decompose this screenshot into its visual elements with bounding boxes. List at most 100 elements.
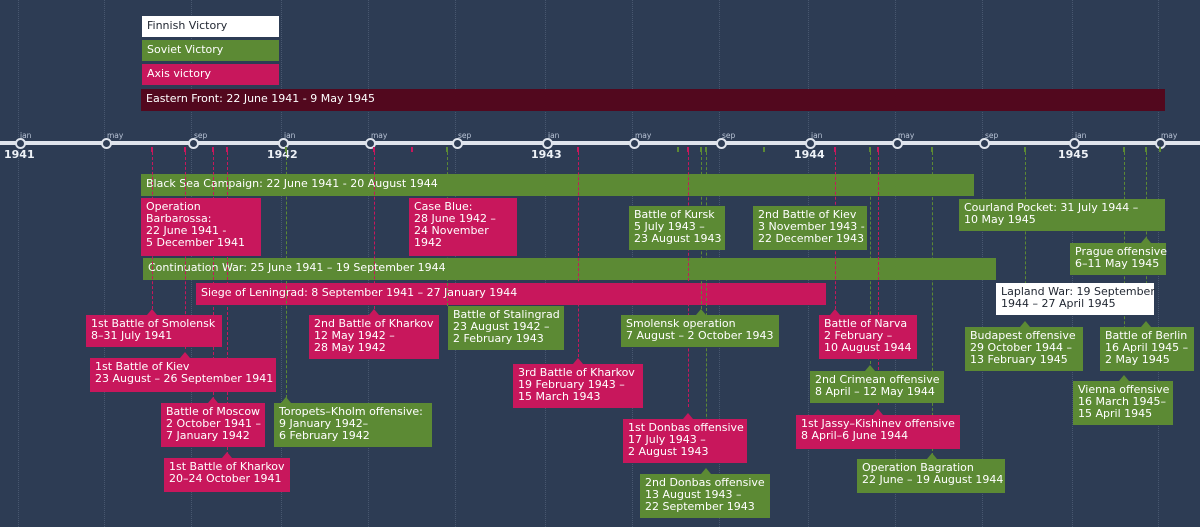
event-label: 17 July 1943 – bbox=[628, 433, 706, 446]
event-label: Battle of Narva bbox=[824, 317, 908, 330]
event-label: 2 August 1943 bbox=[628, 445, 709, 458]
pointer bbox=[927, 453, 937, 459]
month-label: jan bbox=[811, 131, 823, 140]
first-donbas-offensive: 1st Donbas offensive 17 July 1943 – 2 Au… bbox=[623, 419, 747, 463]
pointer bbox=[222, 452, 232, 458]
event-marker bbox=[151, 147, 153, 152]
event-label: 7 August – 2 October 1943 bbox=[626, 329, 774, 342]
first-battle-of-smolensk: 1st Battle of Smolensk 8–31 July 1941 bbox=[86, 315, 222, 347]
legend-axis-victory: Axis victory bbox=[142, 64, 279, 85]
event-marker bbox=[834, 147, 836, 152]
month-label: sep bbox=[722, 131, 736, 140]
event-label: Courland Pocket: 31 July 1944 – bbox=[964, 201, 1139, 214]
pointer bbox=[1141, 237, 1151, 243]
event-label: 1944 – 27 April 1945 bbox=[1001, 297, 1116, 310]
event-label: 5 July 1943 – bbox=[634, 220, 705, 233]
tick bbox=[364, 138, 376, 149]
tick bbox=[187, 138, 199, 149]
event-label: 13 February 1945 bbox=[970, 353, 1068, 366]
black-sea-campaign-bar: Black Sea Campaign: 22 June 1941 - 20 Au… bbox=[141, 174, 974, 196]
event-label: 8 April – 12 May 1944 bbox=[815, 385, 935, 398]
tick bbox=[978, 138, 990, 149]
event-label: 3 November 1943 - bbox=[758, 220, 865, 233]
event-label: 22 December 1943 bbox=[758, 232, 865, 245]
courland-pocket: Courland Pocket: 31 July 1944 – 10 May 1… bbox=[959, 199, 1165, 231]
event-label: 22 June – 19 August 1944 bbox=[862, 473, 1004, 486]
event-label: 15 March 1943 bbox=[518, 390, 601, 403]
continuation-war-bar: Continuation War: 25 June 1941 – 19 Sept… bbox=[143, 258, 996, 280]
event-stem bbox=[227, 152, 228, 455]
event-label: 5 December 1941 bbox=[146, 236, 246, 249]
event-label: 16 March 1945– bbox=[1078, 395, 1167, 408]
event-label: 2nd Donbas offensive bbox=[645, 476, 765, 489]
toropets-kholm-offensive: Toropets–Kholm offensive: 9 January 1942… bbox=[274, 403, 432, 447]
second-battle-of-kiev: 2nd Battle of Kiev 3 November 1943 - 22 … bbox=[753, 206, 867, 250]
battle-of-kursk: Battle of Kursk 5 July 1943 – 23 August … bbox=[629, 206, 725, 250]
month-label: may bbox=[635, 131, 652, 140]
vienna-offensive: Vienna offensive 16 March 1945– 15 April… bbox=[1073, 381, 1173, 425]
event-stem bbox=[578, 152, 579, 357]
siege-of-leningrad-bar: Siege of Leningrad: 8 September 1941 – 2… bbox=[196, 283, 826, 305]
event-label: 2nd Battle of Kharkov bbox=[314, 317, 434, 330]
month-label: jan bbox=[284, 131, 296, 140]
event-label: 2 October 1941 – bbox=[166, 417, 262, 430]
event-label: 19 February 1943 – bbox=[518, 378, 625, 391]
first-battle-of-kiev: 1st Battle of Kiev 23 August – 26 Septem… bbox=[90, 358, 276, 392]
event-marker bbox=[411, 147, 413, 152]
event-label: 8 April–6 June 1944 bbox=[801, 429, 909, 442]
budapest-offensive: Budapest offensive 29 October 1944 – 13 … bbox=[965, 327, 1083, 371]
gridline bbox=[18, 0, 20, 527]
month-label: sep bbox=[985, 131, 999, 140]
tick bbox=[628, 138, 640, 149]
event-label: 6 February 1942 bbox=[279, 429, 370, 442]
event-stem bbox=[374, 152, 375, 314]
year-label: 1945 bbox=[1058, 148, 1089, 161]
event-label: 2 May 1945 bbox=[1105, 353, 1170, 366]
event-label: 1942 bbox=[414, 236, 442, 249]
tick bbox=[451, 138, 463, 149]
pointer bbox=[180, 352, 190, 358]
event-marker bbox=[226, 147, 228, 152]
event-label: Operation bbox=[146, 200, 201, 213]
event-label: 23 August 1943 bbox=[634, 232, 722, 245]
month-label: may bbox=[371, 131, 388, 140]
event-stem bbox=[688, 152, 689, 407]
pointer bbox=[208, 397, 218, 403]
event-marker bbox=[577, 147, 579, 152]
event-label: Vienna offensive bbox=[1078, 383, 1170, 396]
year-label: 1942 bbox=[267, 148, 298, 161]
event-label: Battle of Kursk bbox=[634, 208, 715, 221]
tick bbox=[541, 138, 553, 149]
month-label: jan bbox=[20, 131, 32, 140]
event-label: Battle of Moscow bbox=[166, 405, 261, 418]
event-label: 10 May 1945 bbox=[964, 213, 1036, 226]
event-label: 3rd Battle of Kharkov bbox=[518, 366, 635, 379]
event-label: Lapland War: 19 September bbox=[1001, 285, 1155, 298]
tick bbox=[1068, 138, 1080, 149]
event-label: Operation Bagration bbox=[862, 461, 974, 474]
event-stem bbox=[286, 152, 287, 398]
event-label: Toropets–Kholm offensive: bbox=[279, 405, 423, 418]
event-label: Battle of Stalingrad bbox=[453, 308, 560, 321]
battle-of-narva: Battle of Narva 2 February – 10 August 1… bbox=[819, 315, 917, 359]
event-label: 28 June 1942 – bbox=[414, 212, 496, 225]
event-stem bbox=[213, 152, 214, 400]
pointer bbox=[573, 358, 583, 364]
event-marker bbox=[687, 147, 689, 152]
event-label: 1st Battle of Smolensk bbox=[91, 317, 216, 330]
pointer bbox=[873, 409, 883, 415]
event-label: Barbarossa: bbox=[146, 212, 212, 225]
event-label: 12 May 1942 – bbox=[314, 329, 395, 342]
event-marker bbox=[285, 147, 287, 152]
event-label: 23 August – 26 September 1941 bbox=[95, 372, 274, 385]
tick bbox=[14, 138, 26, 149]
event-label: 29 October 1944 – bbox=[970, 341, 1073, 354]
event-label: 20–24 October 1941 bbox=[169, 472, 282, 485]
event-marker bbox=[677, 147, 679, 152]
second-donbas-offensive: 2nd Donbas offensive 13 August 1943 – 22… bbox=[640, 474, 770, 518]
pointer bbox=[1020, 321, 1030, 327]
event-marker bbox=[1024, 147, 1026, 152]
event-marker bbox=[763, 147, 765, 152]
event-label: 10 August 1944 bbox=[824, 341, 912, 354]
second-crimean-offensive: 2nd Crimean offensive 8 April – 12 May 1… bbox=[810, 371, 944, 403]
